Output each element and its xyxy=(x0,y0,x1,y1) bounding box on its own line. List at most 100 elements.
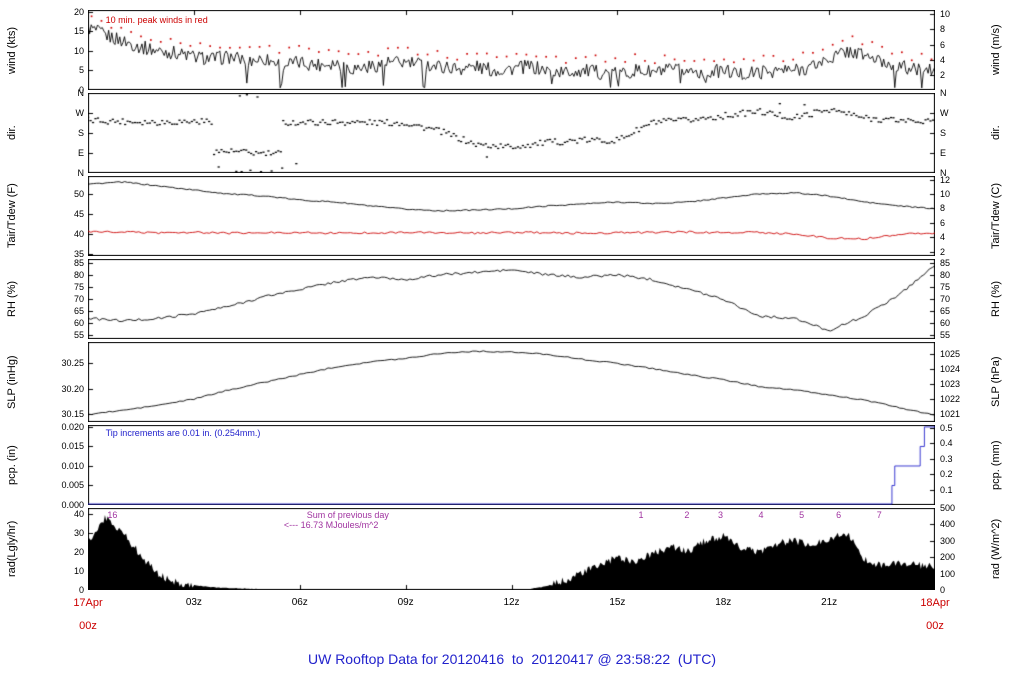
rad-annotation-9: 7 xyxy=(876,509,882,520)
wind-left-tick-label: 0 xyxy=(78,85,84,95)
temp-right-tick-label: 4 xyxy=(940,232,946,243)
rh-left-tick-label: 60 xyxy=(73,318,84,329)
rad-annotation-7: 5 xyxy=(799,509,805,520)
wind-right-tick-label: 2 xyxy=(940,69,946,80)
temp-right-axis-label: Tair/Tdew (C) xyxy=(990,183,1002,250)
rad-left-tick-label: 40 xyxy=(73,508,84,519)
slp-left-tick-label: 30.15 xyxy=(61,409,84,420)
wind-left-tick-label: 20 xyxy=(73,6,84,17)
pcp-left-tick-label: 0.010 xyxy=(61,460,84,471)
wind-left-tick-label: 15 xyxy=(73,26,84,37)
rad-left-axis-label: rad(Lgly/hr) xyxy=(6,520,18,578)
dir-right-tick-label: S xyxy=(940,128,947,138)
wind-plot-canvas xyxy=(88,10,935,90)
rh-right-tick-label: 80 xyxy=(940,269,951,280)
rh-right-axis-label: RH (%) xyxy=(990,280,1002,318)
x-tick-label: 12z xyxy=(503,597,520,608)
pcp-right-tick-label: 0.2 xyxy=(940,469,953,480)
rad-annotation-5: 3 xyxy=(717,509,723,520)
x-end-hour: 00z xyxy=(926,620,944,632)
rad-left-tick-label: 0 xyxy=(78,585,84,595)
wind-right-tick-label: 10 xyxy=(940,9,951,20)
dir-right-tick-label: N xyxy=(940,168,947,178)
rh-right-tick-label: 55 xyxy=(940,330,951,341)
rh-left-tick-label: 55 xyxy=(73,330,84,341)
rh-left-tick-label: 75 xyxy=(73,281,84,292)
x-tick-label: 21z xyxy=(821,597,838,608)
dir-left-tick-label: W xyxy=(75,108,85,118)
pcp-right-tick-label: 0.1 xyxy=(940,484,953,495)
rad-left-tick-label: 10 xyxy=(73,565,84,576)
rad-right-tick-label: 300 xyxy=(940,535,956,546)
pcp-left-axis-label: pcp. (in) xyxy=(6,445,18,485)
pcp-left-tick-label: 0.020 xyxy=(61,421,84,432)
wind-right-tick-label: 6 xyxy=(940,39,946,50)
rh-right-tick-label: 65 xyxy=(940,306,951,317)
pcp-right-axis-label: pcp. (mm) xyxy=(990,440,1002,490)
x-start-hour: 00z xyxy=(79,620,97,632)
temp-right-tick-label: 2 xyxy=(940,246,946,257)
rad-annotation-3: 1 xyxy=(638,509,644,520)
wind-left-tick-label: 5 xyxy=(78,65,84,76)
pcp-plot-canvas xyxy=(88,425,935,505)
rad-plot-canvas xyxy=(88,508,935,590)
slp-right-tick-label: 1024 xyxy=(940,364,961,375)
slp-left-tick-label: 30.20 xyxy=(61,383,84,394)
temp-right-tick-label: 10 xyxy=(940,189,951,199)
temp-right-tick-label: 12 xyxy=(940,174,951,185)
slp-right-tick-label: 1022 xyxy=(940,394,961,405)
x-tick-label: 06z xyxy=(291,597,308,608)
slp-plot-canvas xyxy=(88,342,935,422)
dir-plot-canvas xyxy=(88,93,935,173)
rad-left-tick-label: 30 xyxy=(73,527,84,538)
rad-left-tick-label: 20 xyxy=(73,546,84,557)
dir-right-tick-label: N xyxy=(940,88,947,98)
wind-right-tick-label: 8 xyxy=(940,24,946,35)
dir-left-tick-label: S xyxy=(77,128,84,138)
dir-right-tick-label: E xyxy=(940,148,947,158)
slp-left-axis-label: SLP (inHg) xyxy=(6,355,18,409)
dir-left-tick-label: N xyxy=(77,168,85,178)
rad-right-tick-label: 500 xyxy=(940,503,956,513)
rad-annotation-1: <--- 16.73 MJoules/m^2 xyxy=(283,520,379,531)
wind-left-axis-label: wind (kts) xyxy=(6,26,18,74)
pcp-left-tick-label: 0.015 xyxy=(61,441,84,452)
dir-right-axis-label: dir. xyxy=(990,125,1002,141)
rh-left-tick-label: 85 xyxy=(73,257,84,268)
rh-right-tick-label: 85 xyxy=(940,257,951,268)
rh-right-tick-label: 75 xyxy=(940,281,951,292)
rad-annotation-0: Sum of previous day xyxy=(306,509,389,520)
temp-left-tick-label: 35 xyxy=(73,249,84,259)
rad-right-tick-label: 200 xyxy=(940,552,956,563)
rad-right-axis-label: rad (W/m^2) xyxy=(990,518,1002,580)
slp-left-tick-label: 30.25 xyxy=(61,358,84,369)
rh-left-tick-label: 70 xyxy=(73,294,84,304)
x-start-date: 17Apr xyxy=(73,597,103,609)
pcp-annotation-0: Tip increments are 0.01 in. (0.254mm.) xyxy=(105,428,261,439)
rad-annotation-4: 2 xyxy=(684,509,690,520)
dir-right-tick-label: W xyxy=(940,108,949,118)
rad-right-tick-label: 0 xyxy=(940,585,946,595)
wind-annotation-0: 10 min. peak winds in red xyxy=(105,14,208,25)
rh-left-tick-label: 80 xyxy=(73,269,84,280)
wind-left-tick-label: 10 xyxy=(73,45,84,56)
rad-right-tick-label: 400 xyxy=(940,519,956,530)
temp-right-tick-label: 8 xyxy=(940,203,946,214)
pcp-left-tick-label: 0.000 xyxy=(61,500,84,510)
slp-right-tick-label: 1021 xyxy=(940,409,961,420)
x-tick-label: 18z xyxy=(715,597,732,608)
temp-left-tick-label: 50 xyxy=(73,189,84,199)
x-tick-label: 03z xyxy=(185,597,202,608)
dir-left-tick-label: E xyxy=(77,148,84,158)
slp-right-tick-label: 1025 xyxy=(940,349,961,360)
temp-left-tick-label: 45 xyxy=(73,209,84,219)
slp-right-axis-label: SLP (hPa) xyxy=(990,356,1002,408)
rad-annotation-6: 4 xyxy=(758,509,764,520)
x-end-date: 18Apr xyxy=(920,597,950,609)
temp-plot-canvas xyxy=(88,176,935,256)
temp-left-tick-label: 40 xyxy=(73,229,84,239)
rad-annotation-2: 16 xyxy=(107,509,118,520)
wind-right-tick-label: 4 xyxy=(940,54,946,65)
chart-title: UW Rooftop Data for 20120416 to 20120417… xyxy=(307,651,716,667)
